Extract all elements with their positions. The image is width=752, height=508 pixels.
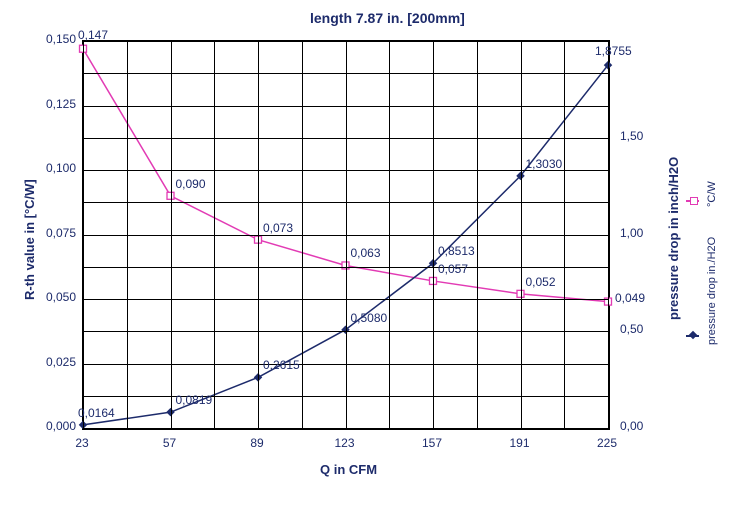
data-label: 0,0164: [78, 406, 115, 420]
tick-label: 0,125: [46, 97, 76, 111]
x-axis-label: Q in CFM: [320, 462, 377, 477]
data-label: 0,090: [176, 177, 206, 191]
legend-label-cw: °C/W: [706, 181, 718, 207]
tick-label: 0,100: [46, 161, 76, 175]
data-label: 1,3030: [526, 157, 563, 171]
data-label: 0,073: [263, 221, 293, 235]
tick-label: 57: [163, 436, 176, 450]
tick-label: 0,50: [620, 322, 643, 336]
data-label: 0,0819: [176, 393, 213, 407]
y-left-label: R-th value in [°C/W]: [22, 179, 37, 300]
tick-label: 123: [334, 436, 354, 450]
data-label: 0,147: [78, 28, 108, 42]
tick-label: 0,075: [46, 226, 76, 240]
tick-label: 1,00: [620, 226, 643, 240]
chart-canvas: { "chart": { "type": "dual-axis-line", "…: [0, 0, 752, 508]
tick-label: 225: [597, 436, 617, 450]
data-label: 0,8513: [438, 244, 475, 258]
data-label: 0,2615: [263, 358, 300, 372]
legend-marker-square-box: [690, 197, 698, 205]
tick-label: 0,000: [46, 419, 76, 433]
legend-marker-diamond: [689, 331, 697, 339]
tick-label: 23: [75, 436, 88, 450]
data-label: 0,063: [351, 246, 381, 260]
data-label: 0,5080: [351, 311, 388, 325]
tick-label: 1,50: [620, 129, 643, 143]
y-right-label: pressure drop in inch/H2O: [666, 157, 681, 320]
tick-label: 0,025: [46, 355, 76, 369]
data-label: 0,049: [615, 291, 645, 305]
tick-label: 191: [509, 436, 529, 450]
tick-label: 89: [250, 436, 263, 450]
data-label: 1,8755: [595, 44, 632, 58]
tick-label: 157: [422, 436, 442, 450]
data-label: 0,052: [526, 275, 556, 289]
plot-area: [82, 40, 610, 430]
tick-label: 0,050: [46, 290, 76, 304]
chart-title: length 7.87 in. [200mm]: [310, 10, 465, 26]
series-svg: [83, 41, 611, 431]
data-label: 0,057: [438, 262, 468, 276]
tick-label: 0,00: [620, 419, 643, 433]
legend-label-pd: pressure drop in./H2O: [706, 237, 718, 345]
tick-label: 0,150: [46, 32, 76, 46]
